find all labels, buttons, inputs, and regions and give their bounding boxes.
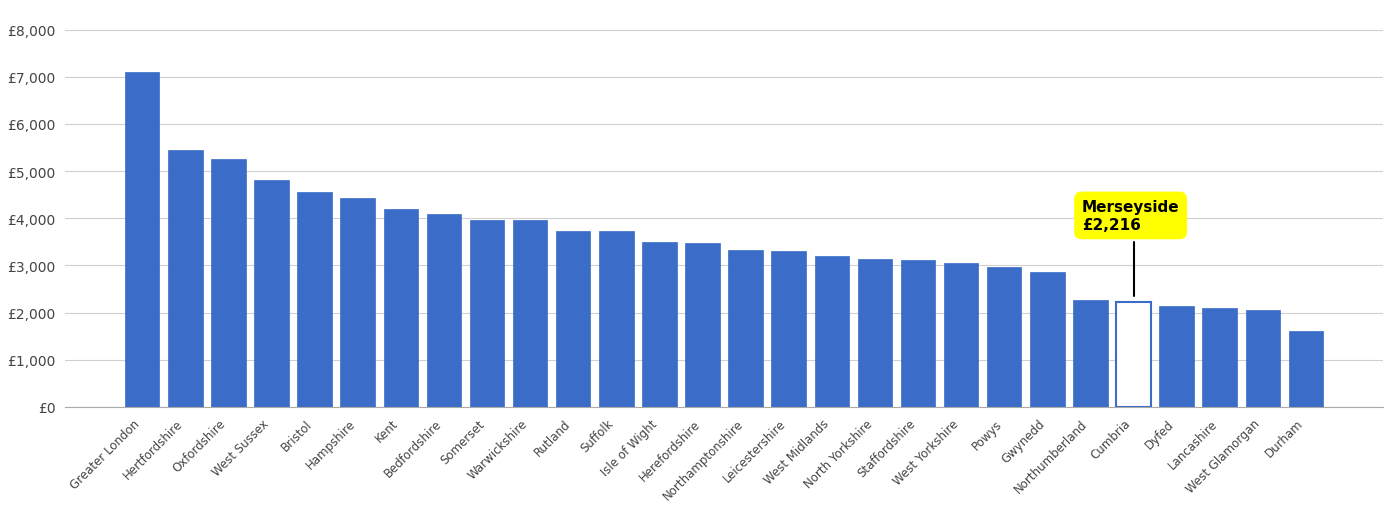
Bar [513, 221, 548, 407]
Bar [1030, 272, 1065, 407]
Bar [901, 261, 935, 407]
Bar [771, 252, 806, 407]
Bar [685, 243, 720, 407]
Bar [168, 151, 203, 407]
Bar [384, 209, 418, 407]
Bar [599, 231, 634, 407]
Bar [815, 257, 849, 407]
Bar [1202, 308, 1237, 407]
Bar [297, 193, 332, 407]
Bar [987, 267, 1022, 407]
Bar [728, 250, 763, 407]
Bar [858, 260, 892, 407]
Bar [125, 73, 160, 407]
Bar [427, 214, 461, 407]
Bar [1159, 307, 1194, 407]
Bar [1073, 301, 1108, 407]
Bar [341, 199, 375, 407]
Bar [1116, 303, 1151, 407]
Bar [211, 160, 246, 407]
Bar [642, 242, 677, 407]
Text: Merseyside
£2,216: Merseyside £2,216 [1081, 200, 1179, 296]
Bar [254, 181, 289, 407]
Bar [1289, 332, 1323, 407]
Bar [556, 231, 591, 407]
Bar [470, 221, 505, 407]
Bar [1245, 310, 1280, 407]
Bar [944, 263, 979, 407]
